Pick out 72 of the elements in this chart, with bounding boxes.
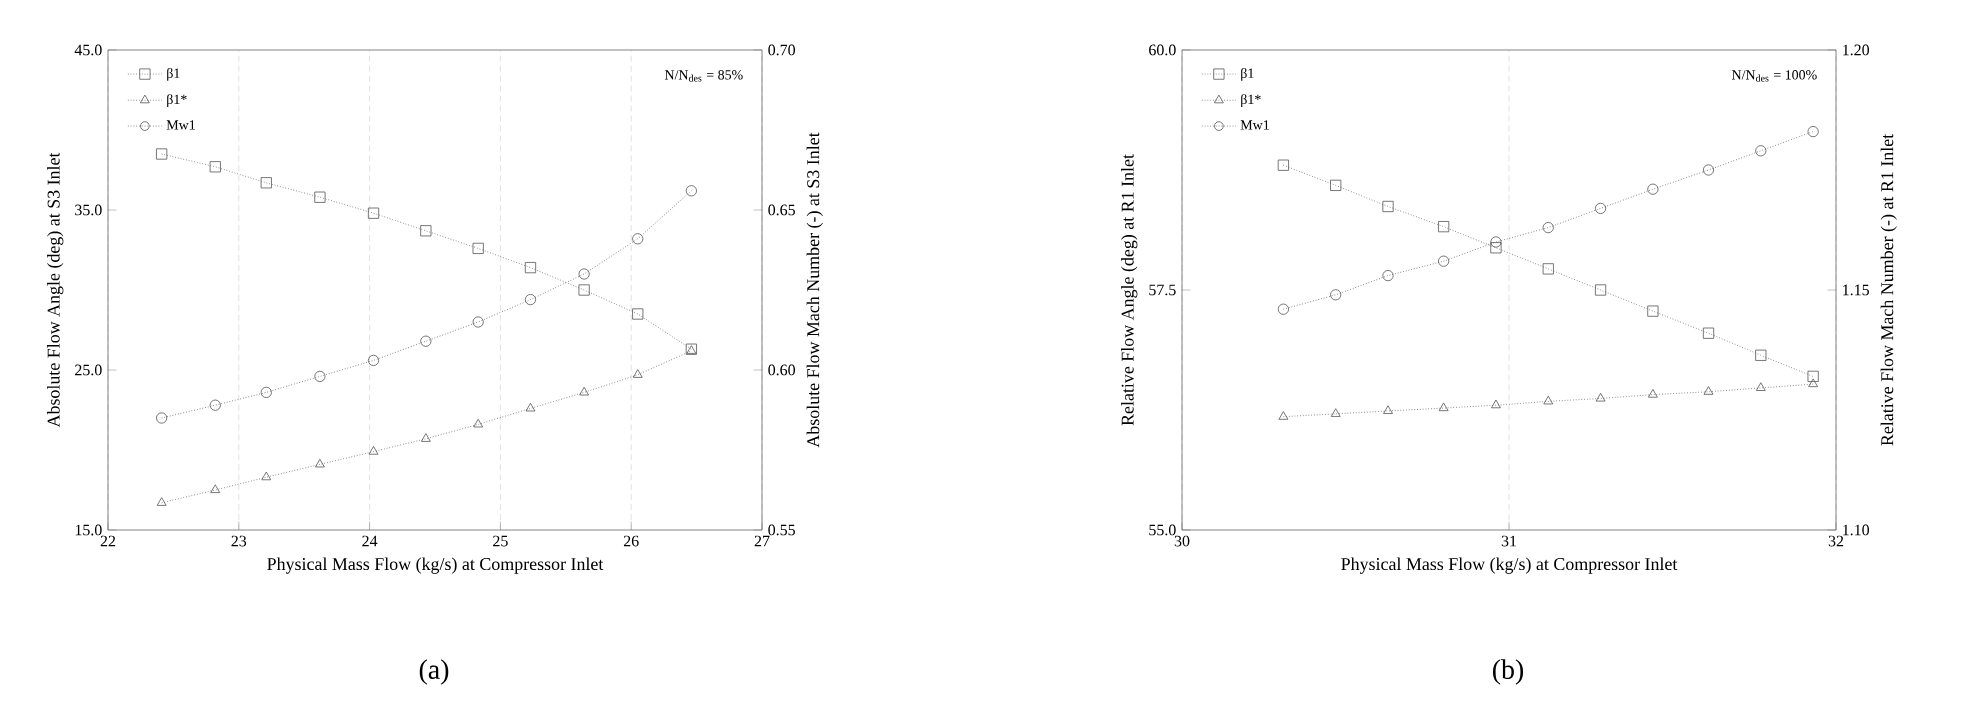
- point: [420, 335, 432, 347]
- point: [1542, 222, 1554, 234]
- point: [261, 471, 272, 481]
- point: [260, 386, 272, 398]
- point: [156, 497, 167, 506]
- point: [156, 148, 168, 160]
- point: [260, 177, 272, 189]
- x-axis-title: Physical Mass Flow (kg/s) at Compressor Inlet: [1341, 557, 1678, 574]
- point: [1702, 327, 1715, 339]
- point: [473, 418, 484, 428]
- point: [367, 207, 380, 219]
- point: [1647, 183, 1659, 195]
- point: [1808, 378, 1819, 388]
- text: (b): [1492, 659, 1524, 685]
- point: [1595, 392, 1606, 402]
- point: [1755, 349, 1767, 361]
- point: [1702, 164, 1715, 176]
- point: [1647, 305, 1659, 317]
- point: [1277, 303, 1289, 315]
- point: [314, 191, 326, 203]
- point: [1595, 202, 1607, 214]
- point: [524, 294, 537, 306]
- point: [1543, 395, 1554, 405]
- point: [420, 225, 432, 237]
- point: [1382, 270, 1394, 282]
- point: [1278, 411, 1289, 420]
- point: [525, 402, 536, 412]
- point: [1807, 370, 1819, 382]
- y2-axis-title: Relative Flow Mach Number (-) at R1 Inlet: [1880, 133, 1897, 446]
- point: [1438, 221, 1450, 233]
- point: [1807, 126, 1819, 138]
- point: [1277, 159, 1289, 171]
- point: [156, 412, 168, 424]
- point: [1490, 236, 1502, 248]
- point: [685, 185, 697, 197]
- point: [472, 242, 484, 254]
- point: [1330, 179, 1342, 191]
- point: [578, 284, 590, 296]
- point: [315, 458, 325, 468]
- y-axis-title: Absolute Flow Angle (deg) at S3 Inlet: [47, 152, 64, 428]
- point: [1382, 200, 1394, 213]
- point: [1755, 382, 1766, 391]
- point: [1490, 242, 1502, 254]
- point: [1383, 405, 1393, 414]
- point: [524, 262, 537, 274]
- point: [1438, 255, 1450, 267]
- point: [314, 370, 326, 382]
- point: [632, 308, 644, 320]
- point: [1330, 289, 1342, 301]
- point: [1330, 408, 1341, 417]
- point: [209, 161, 221, 173]
- point: [420, 433, 431, 442]
- point: [368, 446, 379, 455]
- point: [367, 354, 380, 366]
- point: [210, 484, 221, 493]
- point: [472, 316, 484, 328]
- y2-axis-title: Absolute Flow Mach Number (-) at S3 Inlet: [806, 132, 823, 448]
- point: [1648, 389, 1658, 398]
- point: [1755, 145, 1767, 157]
- point: [209, 399, 221, 411]
- point: [1491, 399, 1501, 409]
- point: [578, 268, 590, 280]
- point: [632, 233, 644, 245]
- point: [579, 386, 589, 396]
- point: [1438, 402, 1449, 412]
- text: (a): [419, 659, 449, 685]
- point: [1542, 263, 1554, 275]
- point: [1595, 284, 1607, 296]
- point: [632, 369, 643, 378]
- y-axis-title: Relative Flow Angle (deg) at R1 Inlet: [1121, 154, 1138, 426]
- point: [1703, 386, 1714, 395]
- x-axis-title: Physical Mass Flow (kg/s) at Compressor Inlet: [267, 557, 604, 574]
